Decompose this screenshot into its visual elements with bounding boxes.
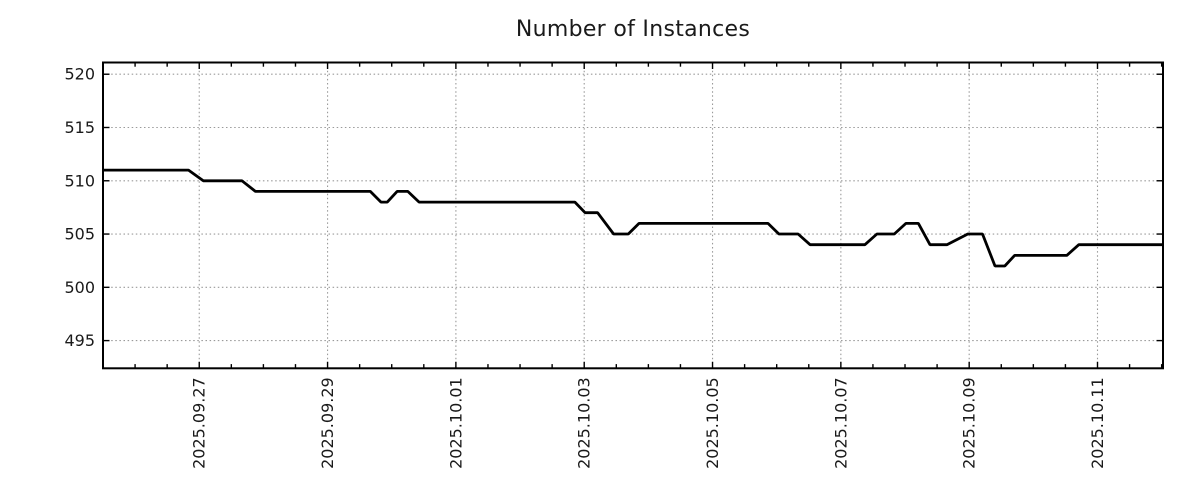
x-tick-label: 2025.10.09 xyxy=(960,377,979,469)
x-tick-label: 2025.10.03 xyxy=(575,377,594,469)
y-tick-label: 500 xyxy=(64,278,95,297)
y-tick-label: 495 xyxy=(64,331,95,350)
x-tick-label: 2025.10.07 xyxy=(831,377,850,469)
x-tick-label: 2025.10.05 xyxy=(703,377,722,469)
x-tick-label: 2025.10.11 xyxy=(1088,377,1107,469)
y-tick-label: 515 xyxy=(64,118,95,137)
y-tick-label: 520 xyxy=(64,65,95,84)
x-tick-label: 2025.09.29 xyxy=(318,377,337,469)
series-line xyxy=(103,168,1163,268)
x-tick-label: 2025.09.27 xyxy=(190,377,209,469)
x-tick-label: 2025.10.01 xyxy=(446,377,465,469)
y-tick-label: 510 xyxy=(64,171,95,190)
chart-title: Number of Instances xyxy=(515,17,751,42)
y-tick-label: 505 xyxy=(64,225,95,244)
plot-border xyxy=(102,61,1164,370)
